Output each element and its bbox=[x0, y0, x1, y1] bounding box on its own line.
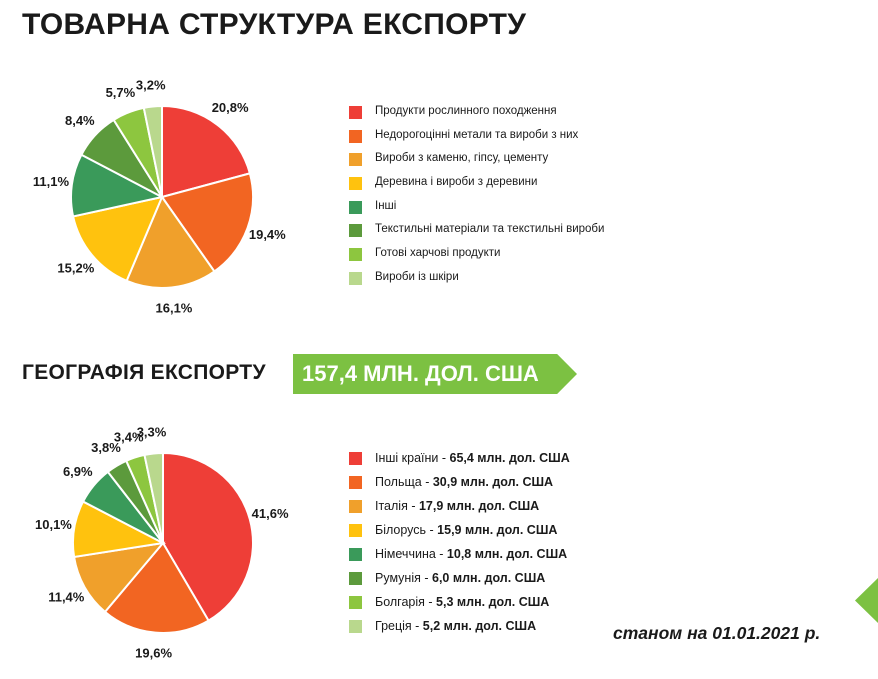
export-geography-title: ГЕОГРАФІЯ ЕКСПОРТУ bbox=[22, 361, 266, 384]
slice-value-label: 3,3% bbox=[137, 425, 167, 440]
legend-label: Румунія bbox=[375, 571, 421, 585]
legend-swatch bbox=[349, 452, 362, 465]
slice-value-label: 41,6% bbox=[252, 506, 289, 521]
export-structure-title: ТОВАРНА СТРУКТУРА ЕКСПОРТУ bbox=[22, 8, 527, 41]
legend-swatch bbox=[349, 524, 362, 537]
slice-value-label: 19,4% bbox=[249, 227, 286, 242]
legend-swatch bbox=[349, 572, 362, 585]
pie-slice bbox=[143, 451, 164, 544]
legend-swatch bbox=[349, 106, 362, 119]
pie-slice bbox=[72, 541, 166, 614]
slice-value-label: 3,8% bbox=[91, 440, 121, 455]
export-total-banner: 157,4 МЛН. ДОЛ. США bbox=[293, 354, 577, 394]
slice-value-label: 11,4% bbox=[48, 589, 85, 604]
legend-swatch bbox=[349, 153, 362, 167]
export-geography-pie-chart: 41,6% 19,6% 11,4% 10,1% 6,9% 3,8%3,4%3,3% bbox=[35, 425, 289, 661]
legend-label: Недорогоцінні метали та вироби з них bbox=[375, 128, 579, 141]
legend-value: 17,9 млн. дол. США bbox=[418, 499, 540, 513]
legend-swatch bbox=[349, 224, 362, 238]
legend-label: Німеччина bbox=[375, 547, 436, 561]
slice-value-label: 11,1% bbox=[33, 174, 70, 189]
legend-value: 65,4 млн. дол. США bbox=[449, 451, 570, 465]
legend-swatch bbox=[349, 548, 362, 561]
legend-label: Білорусь bbox=[375, 523, 427, 537]
next-arrow-icon[interactable] bbox=[855, 578, 878, 623]
legend-label: Італія bbox=[375, 499, 408, 513]
export-structure-pie-chart: 20,8% 19,4% 16,1% 15,2% 11,1% 8,4% 5,7% 3,2% bbox=[33, 78, 286, 316]
slice-value-label: 8,4% bbox=[65, 113, 95, 128]
legend-value: 10,8 млн. дол. США bbox=[446, 547, 568, 561]
legend-swatch bbox=[349, 500, 362, 513]
legend-label: Болгарія bbox=[375, 595, 425, 609]
pie-slice bbox=[142, 104, 163, 198]
slice-value-label: 20,8% bbox=[212, 100, 249, 115]
slice-value-label: 5,7% bbox=[106, 85, 136, 100]
slice-value-label: 19,6% bbox=[135, 646, 172, 661]
legend-swatch bbox=[349, 596, 362, 609]
legend-label: Деревина і вироби з деревини bbox=[375, 176, 538, 189]
date-footnote: станом на 01.01.2021 р. bbox=[613, 623, 821, 643]
legend-label: Готові харчові продукти bbox=[375, 247, 501, 260]
legend-swatch bbox=[349, 177, 362, 191]
pie-slice bbox=[71, 195, 164, 283]
pie-slice bbox=[162, 451, 254, 623]
slice-value-label: 10,1% bbox=[35, 517, 72, 532]
slice-value-label: 15,2% bbox=[57, 261, 94, 276]
legend-swatch bbox=[349, 129, 362, 143]
legend-label: Вироби з каменю, гіпсу, цементу bbox=[375, 152, 549, 165]
pie-slice bbox=[125, 194, 216, 289]
pie-slice bbox=[103, 541, 210, 634]
slice-value-label: 16,1% bbox=[156, 300, 193, 315]
slice-value-label: 3,2% bbox=[136, 78, 166, 93]
legend-label: Греція bbox=[375, 619, 412, 633]
legend-label: Вироби із шкіри bbox=[375, 270, 459, 283]
slice-value-label: 6,9% bbox=[63, 464, 93, 479]
legend-value: 5,2 млн. дол. США bbox=[422, 619, 537, 633]
legend-label: Інші країни bbox=[375, 451, 439, 465]
pie-slice bbox=[161, 104, 252, 199]
legend-value: 30,9 млн. дол. США bbox=[432, 475, 554, 489]
slice-value-label: 3,4% bbox=[114, 429, 144, 444]
legend-label: Польща bbox=[375, 475, 422, 489]
pie-slice bbox=[160, 172, 254, 273]
legend-value: 15,9 млн. дол. США bbox=[437, 523, 558, 537]
legend-swatch bbox=[349, 271, 362, 285]
legend-value: 5,3 млн. дол. США bbox=[436, 595, 550, 609]
legend-value: 6,0 млн. дол. США bbox=[432, 571, 546, 585]
legend-label: Текстильні матеріали та текстильні вироб… bbox=[375, 223, 605, 236]
export-total-value: 157,4 МЛН. ДОЛ. США bbox=[302, 361, 539, 386]
legend-swatch bbox=[349, 476, 362, 489]
legend-swatch bbox=[349, 248, 362, 262]
legend-label: Продукти рослинного походження bbox=[375, 105, 557, 117]
legend-swatch bbox=[349, 620, 362, 633]
legend-label: Інші bbox=[375, 199, 397, 212]
legend-swatch bbox=[349, 200, 362, 214]
